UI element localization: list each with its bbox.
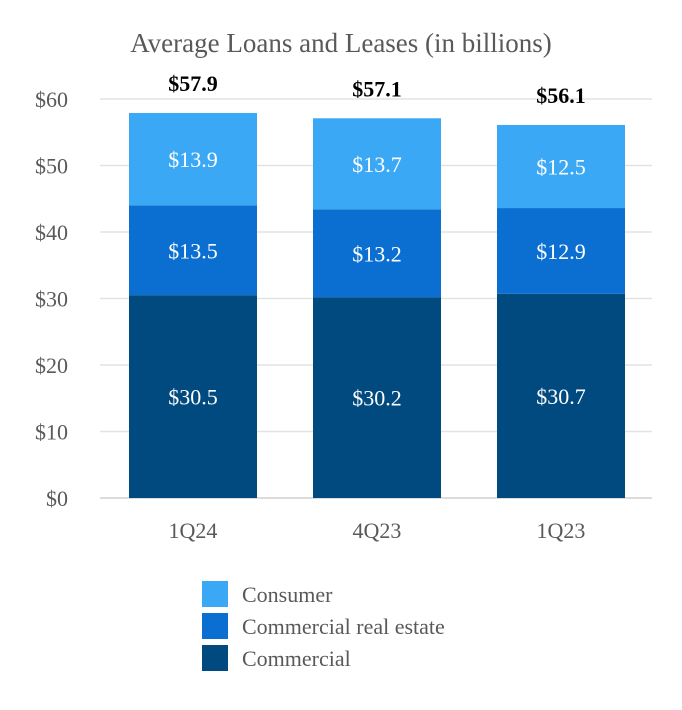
segment-value-label: $30.7 [536, 384, 586, 409]
bar-segment-commercial [313, 297, 441, 498]
segment-value-label: $30.2 [352, 386, 402, 411]
y-axis-ticks: $0 $10 $20 $30 $40 $50 $60 [35, 87, 68, 511]
segment-value-label: $30.5 [168, 385, 218, 410]
y-tick-label: $60 [35, 87, 68, 112]
x-tick-label: 1Q24 [169, 518, 218, 543]
y-tick-label: $10 [35, 420, 68, 445]
chart-title: Average Loans and Leases (in billions) [130, 28, 552, 58]
y-tick-label: $30 [35, 287, 68, 312]
x-axis-ticks: 1Q24 4Q23 1Q23 [169, 518, 586, 543]
legend-label: Commercial [242, 646, 351, 671]
bar-segment-commercial-real-estate [313, 209, 441, 298]
bar-stack-4Q23: $30.2 $13.2 $13.7 $57.1 [313, 76, 441, 498]
legend-label: Consumer [242, 582, 333, 607]
segment-value-label: $13.5 [168, 238, 218, 263]
bar-segment-consumer [313, 118, 441, 210]
legend-item: Commercial real estate [202, 613, 445, 639]
legend-item: Commercial [202, 645, 351, 671]
legend: Consumer Commercial real estate Commercial [202, 581, 445, 671]
bar-stack-1Q23: $30.7 $12.9 $12.5 $56.1 [497, 83, 625, 498]
x-tick-label: 1Q23 [537, 518, 586, 543]
legend-label: Commercial real estate [242, 614, 445, 639]
segment-value-label: $12.5 [536, 154, 586, 179]
bar-segment-consumer [497, 124, 625, 209]
bar-segment-commercial [129, 295, 257, 498]
y-tick-label: $0 [46, 486, 68, 511]
bar-segment-consumer [129, 112, 257, 206]
segment-value-label: $13.7 [352, 152, 402, 177]
segment-value-label: $13.2 [352, 241, 402, 266]
bar-segment-commercial [497, 293, 625, 498]
bar-segment-commercial-real-estate [129, 205, 257, 296]
y-tick-label: $50 [35, 154, 68, 179]
legend-swatch [202, 581, 228, 607]
legend-item: Consumer [202, 581, 333, 607]
y-tick-label: $40 [35, 220, 68, 245]
total-value-label: $56.1 [536, 83, 586, 108]
x-tick-label: 4Q23 [353, 518, 402, 543]
legend-swatch [202, 645, 228, 671]
bar-stack-1Q24: $30.5 $13.5 $13.9 $57.9 [129, 71, 257, 498]
segment-value-label: $13.9 [168, 147, 218, 172]
y-tick-label: $20 [35, 353, 68, 378]
legend-swatch [202, 613, 228, 639]
bars: $30.5 $13.5 $13.9 $57.9 $30.2 $13.2 $13.7 $57.1… [129, 71, 625, 498]
bar-segment-commercial-real-estate [497, 208, 625, 294]
total-value-label: $57.9 [168, 71, 218, 96]
segment-value-label: $12.9 [536, 239, 586, 264]
total-value-label: $57.1 [352, 76, 402, 101]
